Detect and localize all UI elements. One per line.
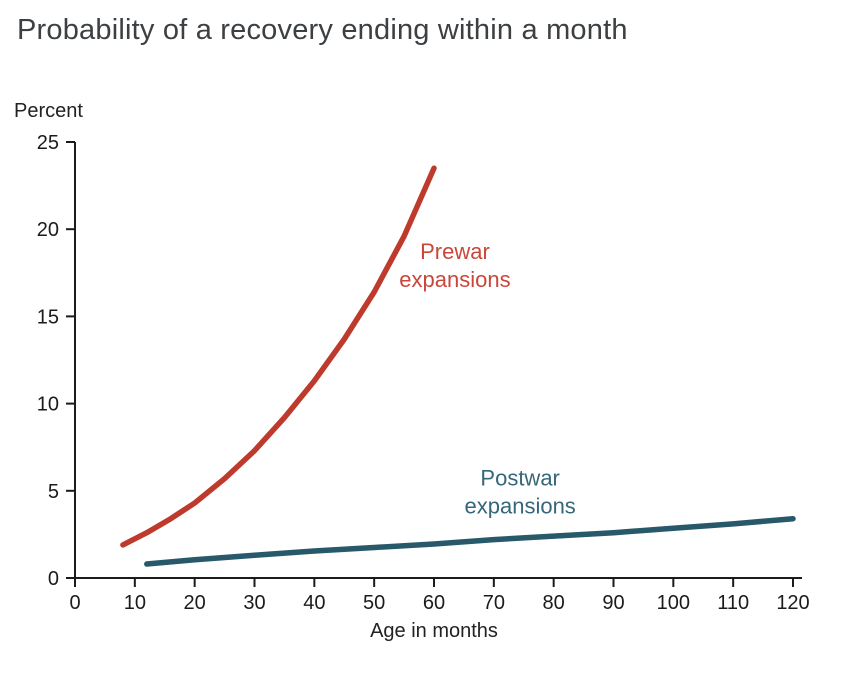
y-tick-label: 25 — [37, 132, 59, 154]
x-tick-label: 80 — [543, 592, 565, 614]
y-tick-label: 20 — [37, 219, 59, 241]
y-tick-label: 5 — [48, 481, 59, 503]
series-line-1 — [144, 515, 796, 567]
x-tick-label: 20 — [184, 592, 206, 614]
y-tick-label: 15 — [37, 306, 59, 328]
chart-canvas: Percent 0 5 10 15 20 25 0 10 20 30 40 50 60 70 80 90 100 1… — [14, 100, 810, 642]
x-tick-label: 70 — [483, 592, 505, 614]
series-annotation-1: Postwar — [480, 466, 559, 491]
line-chart: Percent 0 5 10 15 20 25 0 10 20 30 40 50 60 70 80 90 100 1… — [0, 60, 846, 674]
x-tick-label: 10 — [124, 592, 146, 614]
x-tick-label: 40 — [303, 592, 325, 614]
series-annotation-1: expansions — [465, 494, 576, 519]
y-tick-label: 10 — [37, 394, 59, 416]
y-tick-label: 0 — [48, 568, 59, 590]
x-tick-label: 50 — [363, 592, 385, 614]
x-tick-label: 90 — [602, 592, 624, 614]
series-annotation-0: Prewar — [420, 239, 490, 264]
y-axis-title: Percent — [14, 100, 83, 122]
x-tick-label: 60 — [423, 592, 445, 614]
x-tick-label: 110 — [717, 592, 749, 614]
x-tick-label: 120 — [776, 592, 809, 614]
x-tick-label: 100 — [657, 592, 690, 614]
series-annotation-0: expansions — [399, 267, 510, 292]
x-axis-title: Age in months — [370, 620, 498, 642]
chart-title: Probability of a recovery ending within … — [17, 14, 628, 46]
x-tick-label: 30 — [243, 592, 265, 614]
x-tick-label: 0 — [69, 592, 80, 614]
series-line-0 — [120, 165, 437, 548]
